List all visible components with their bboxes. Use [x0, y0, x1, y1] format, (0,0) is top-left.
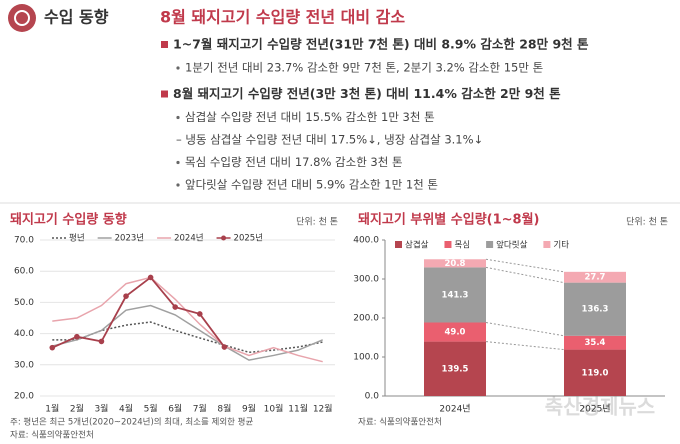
value-label: 27.7: [585, 273, 606, 283]
x-tick-label: 2025년: [579, 404, 610, 415]
x-tick-label: 5월: [144, 403, 158, 415]
y-tick-label: 0.0: [365, 392, 380, 402]
point: [147, 274, 154, 281]
y-tick-label: 30.0: [14, 360, 34, 370]
y-tick-label: 100.0: [353, 353, 379, 363]
series-line: [51, 276, 226, 349]
badge-icon: [14, 10, 30, 26]
x-tick-label: 9월: [242, 403, 256, 415]
bullet-text: 8월 돼지고기 수입량 전년(3만 3천 톤) 대비 11.4% 감소한 2만 …: [173, 86, 561, 101]
value-label: 20.8: [445, 259, 466, 269]
bullet-square: [161, 41, 168, 48]
bar-segment: [564, 271, 626, 283]
y-tick-label: 60.0: [14, 267, 34, 277]
sub-text: 삼겹살 수입량 전년 대비 15.5% 감소한 1만 3천 톤: [185, 110, 435, 124]
legend-label: 삼겹살: [405, 240, 429, 251]
legend-swatch: [486, 241, 494, 248]
y-tick-label: 70.0: [14, 236, 34, 246]
point: [49, 344, 56, 351]
connector: [485, 341, 565, 351]
connector: [485, 321, 565, 337]
sub-dot: [176, 183, 180, 187]
y-tick-label: 20.0: [14, 392, 34, 402]
y-tick-label: 300.0: [353, 275, 379, 285]
bar-segment: [424, 259, 486, 268]
section-badge: [8, 4, 36, 32]
bar-segment: [564, 282, 626, 336]
sub-text: 목심 수입량 전년 대비 17.8% 감소한 3천 톤: [185, 155, 403, 169]
y-tick-label: 400.0: [353, 236, 379, 246]
unit-label: 단위: 천 톤: [296, 217, 338, 228]
x-tick-label: 8월: [217, 403, 231, 415]
legend-marker: [221, 235, 227, 241]
legend-swatch: [395, 241, 402, 248]
sub-text: 앞다릿살 수입량 전년 대비 5.9% 감소한 1만 1천 톤: [185, 178, 438, 192]
page-title: 8월 돼지고기 수입량 전년 대비 감소: [160, 8, 405, 27]
source: 자료: 식품의약품안전처: [10, 430, 94, 441]
x-tick-label: 12월: [313, 403, 333, 415]
legend-label: 2023년: [115, 233, 144, 244]
value-label: 136.3: [582, 305, 609, 315]
point: [74, 333, 80, 340]
sub-dot: [176, 66, 180, 70]
x-tick-label: 10월: [264, 403, 284, 415]
x-tick-label: 3월: [94, 403, 108, 415]
y-tick-label: 50.0: [14, 298, 34, 308]
connector: [485, 258, 565, 273]
legend-label: 앞다릿살: [496, 240, 527, 251]
sub-dot: [176, 160, 180, 165]
point: [123, 293, 129, 299]
value-label: 119.0: [582, 368, 609, 378]
legend-label: 목심: [454, 240, 470, 251]
bar-segment: [564, 349, 626, 396]
legend-swatch: [543, 241, 551, 248]
legend-swatch: [444, 241, 452, 248]
x-tick-label: 1월: [45, 403, 59, 415]
bar-segment: [424, 267, 486, 323]
point: [172, 304, 179, 310]
point: [221, 344, 228, 350]
bar-segment: [564, 335, 626, 350]
value-label: 35.4: [585, 338, 606, 348]
value-label: 141.3: [442, 290, 469, 300]
series-line: [52, 304, 323, 361]
sub-text: – 냉동 삼겹살 수입량 전년 대비 17.5%↓, 냉장 삼겹살 3.1%↓: [176, 133, 483, 147]
legend-label: 기타: [553, 241, 569, 251]
bullet-square: [161, 90, 168, 98]
x-tick-label: 2024년: [439, 404, 470, 415]
x-tick-label: 7월: [193, 403, 207, 415]
sub-text: 1분기 전년 대비 23.7% 감소한 9만 7천 톤, 2분기 3.2% 감소…: [185, 61, 543, 75]
unit-label: 단위: 천 톤: [626, 217, 668, 228]
x-tick-label: 11월: [288, 403, 308, 415]
legend-label: 평년: [69, 233, 85, 244]
y-tick-label: 40.0: [14, 329, 34, 339]
value-label: 49.0: [445, 328, 466, 338]
x-tick-label: 4월: [119, 403, 133, 415]
chart-title: 돼지고기 부위별 수입량(1~8월): [358, 212, 539, 228]
chart-title: 돼지고기 수입량 동향: [10, 212, 127, 228]
section-label: 수입 동향: [44, 8, 109, 27]
series-line: [52, 276, 323, 363]
watermark: 축산경제뉴스: [545, 395, 655, 419]
source: 자료: 식품의약품안전처: [358, 417, 442, 428]
point: [98, 338, 105, 345]
sub-dot: [176, 115, 180, 120]
legend-label: 2025년: [234, 233, 263, 244]
legend-label: 2024년: [174, 233, 203, 244]
point: [196, 311, 203, 317]
x-tick-label: 6월: [168, 403, 182, 415]
bar-segment: [424, 341, 486, 396]
y-tick-label: 200.0: [353, 314, 379, 324]
bar-segment: [424, 322, 486, 342]
x-tick-label: 2월: [70, 403, 84, 415]
value-label: 139.5: [442, 364, 469, 374]
bullet-text: 1~7월 돼지고기 수입량 전년(31만 7천 톤) 대비 8.9% 감소한 2…: [173, 37, 589, 52]
series-line: [52, 321, 323, 354]
connector: [485, 266, 565, 284]
note: 주: 평년은 최근 5개년(2020~2024년)의 최대, 최소를 제외한 평…: [10, 417, 253, 428]
